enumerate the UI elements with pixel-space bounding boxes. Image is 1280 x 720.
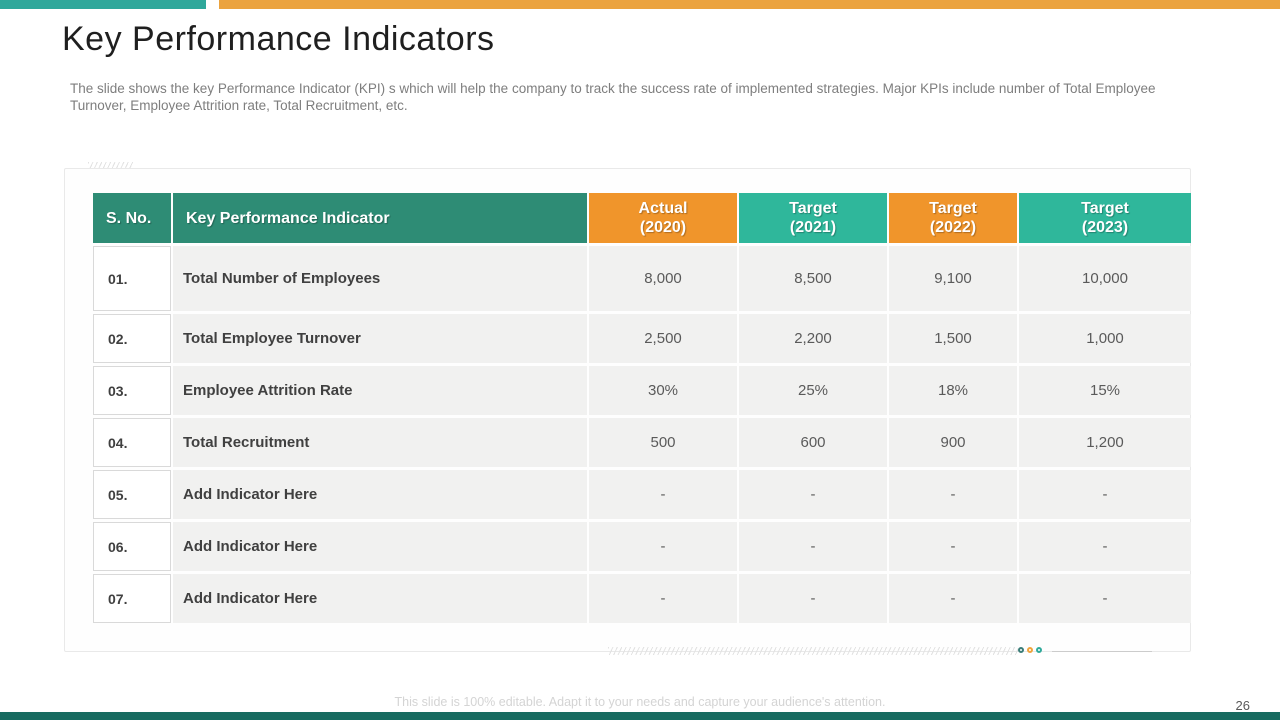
row-value-cell: -: [589, 470, 737, 519]
kpi-table: S. No. Key Performance Indicator Actual (20…: [91, 190, 1193, 626]
table-row: 02. Total Employee Turnover 2,500 2,200 1,50…: [93, 314, 1191, 363]
row-serial-number: 05.: [93, 470, 171, 519]
row-serial-number: 06.: [93, 522, 171, 571]
row-kpi-name: Total Number of Employees: [173, 246, 587, 311]
table-row: 05. Add Indicator Here - - - -: [93, 470, 1191, 519]
decor-dot: [1018, 647, 1024, 653]
row-kpi-name: Total Employee Turnover: [173, 314, 587, 363]
row-value-cell: 600: [739, 418, 887, 467]
row-kpi-name: Add Indicator Here: [173, 470, 587, 519]
page-number: 26: [1235, 698, 1250, 713]
column-header-s-no-: S. No.: [93, 193, 171, 243]
row-value-cell: 15%: [1019, 366, 1191, 415]
row-value-cell: -: [739, 574, 887, 623]
row-value-cell: 8,000: [589, 246, 737, 311]
row-value-cell: -: [889, 470, 1017, 519]
row-value-cell: 18%: [889, 366, 1017, 415]
bottom-accent-bar: [0, 712, 1280, 720]
row-value-cell: 1,000: [1019, 314, 1191, 363]
table-row: 04. Total Recruitment 500 600 900 1,200: [93, 418, 1191, 467]
row-value-cell: 9,100: [889, 246, 1017, 311]
row-value-cell: 500: [589, 418, 737, 467]
row-value-cell: -: [889, 574, 1017, 623]
column-header-target-2023-: Target (2023): [1019, 193, 1191, 243]
slide-description: The slide shows the key Performance Indi…: [70, 81, 1156, 113]
row-serial-number: 01.: [93, 246, 171, 311]
row-serial-number: 02.: [93, 314, 171, 363]
row-value-cell: 1,200: [1019, 418, 1191, 467]
decor-dot: [1027, 647, 1033, 653]
row-serial-number: 07.: [93, 574, 171, 623]
row-serial-number: 03.: [93, 366, 171, 415]
top-accent-bar-orange: [219, 0, 1280, 9]
top-accent-bar-teal: [0, 0, 206, 9]
chevron-decoration-bottom: [608, 647, 1018, 655]
row-value-cell: 10,000: [1019, 246, 1191, 311]
row-value-cell: 8,500: [739, 246, 887, 311]
row-value-cell: -: [889, 522, 1017, 571]
row-value-cell: -: [1019, 470, 1191, 519]
row-value-cell: -: [1019, 522, 1191, 571]
row-value-cell: -: [739, 522, 887, 571]
table-body: 01. Total Number of Employees 8,000 8,500 9,…: [93, 246, 1191, 623]
row-value-cell: 30%: [589, 366, 737, 415]
row-serial-number: 04.: [93, 418, 171, 467]
row-value-cell: 25%: [739, 366, 887, 415]
row-kpi-name: Add Indicator Here: [173, 574, 587, 623]
table-header-row: S. No. Key Performance Indicator Actual (20…: [93, 193, 1191, 243]
column-header-target-2021-: Target (2021): [739, 193, 887, 243]
row-value-cell: -: [589, 522, 737, 571]
table-row: 03. Employee Attrition Rate 30% 25% 18% 15%: [93, 366, 1191, 415]
table-panel: S. No. Key Performance Indicator Actual (20…: [64, 168, 1191, 652]
table-row: 06. Add Indicator Here - - - -: [93, 522, 1191, 571]
row-value-cell: -: [739, 470, 887, 519]
column-header-actual-2020-: Actual (2020): [589, 193, 737, 243]
page-title: Key Performance Indicators: [62, 20, 495, 58]
row-value-cell: -: [1019, 574, 1191, 623]
table-row: 01. Total Number of Employees 8,000 8,500 9,…: [93, 246, 1191, 311]
row-kpi-name: Total Recruitment: [173, 418, 587, 467]
footer-note: This slide is 100% editable. Adapt it to…: [394, 695, 886, 709]
row-value-cell: 1,500: [889, 314, 1017, 363]
row-value-cell: 2,500: [589, 314, 737, 363]
decor-dot: [1036, 647, 1042, 653]
column-header-target-2022-: Target (2022): [889, 193, 1017, 243]
decor-line: [1052, 651, 1152, 652]
row-value-cell: 2,200: [739, 314, 887, 363]
chevron-decoration-top: [88, 162, 134, 171]
row-value-cell: 900: [889, 418, 1017, 467]
row-kpi-name: Add Indicator Here: [173, 522, 587, 571]
column-header-key-performance-indicator: Key Performance Indicator: [173, 193, 587, 243]
decor-dots: [1018, 647, 1042, 653]
table-row: 07. Add Indicator Here - - - -: [93, 574, 1191, 623]
row-kpi-name: Employee Attrition Rate: [173, 366, 587, 415]
row-value-cell: -: [589, 574, 737, 623]
